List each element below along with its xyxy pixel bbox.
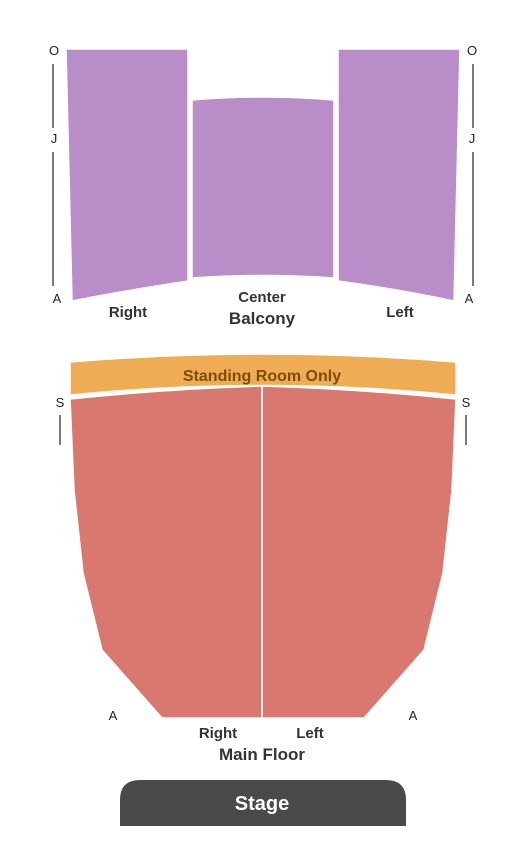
main-floor-right-label: Right xyxy=(199,725,237,742)
seating-chart: Right Center Left Balcony O J A O J A St… xyxy=(0,0,525,850)
balcony-section-left[interactable] xyxy=(338,49,460,301)
main-floor-section-left[interactable] xyxy=(262,386,456,718)
balcony-level-label: Balcony xyxy=(229,309,296,328)
main-floor-section-right[interactable] xyxy=(70,386,262,718)
balcony-row-j-right: J xyxy=(469,131,476,146)
balcony-section-right[interactable] xyxy=(66,49,188,301)
main-floor-level: Right Left Main Floor S S A A xyxy=(56,386,471,764)
main-floor-row-s-left: S xyxy=(56,395,65,410)
main-floor-row-a-left: A xyxy=(109,708,118,723)
stage-label: Stage xyxy=(235,793,289,815)
balcony-row-a-right: A xyxy=(465,291,474,306)
balcony-row-o-left: O xyxy=(49,43,59,58)
main-floor-row-a-right: A xyxy=(409,708,418,723)
balcony-level: Right Center Left Balcony O J A O J A xyxy=(49,43,477,328)
stage: Stage xyxy=(120,780,406,826)
balcony-row-j-left: J xyxy=(51,131,58,146)
balcony-center-label: Center xyxy=(238,289,286,306)
balcony-section-center[interactable] xyxy=(192,97,334,278)
balcony-right-label: Right xyxy=(109,304,147,321)
balcony-row-a-left: A xyxy=(53,291,62,306)
balcony-row-o-right: O xyxy=(467,43,477,58)
main-floor-level-label: Main Floor xyxy=(219,745,305,764)
sro-label: Standing Room Only xyxy=(183,368,341,385)
balcony-left-label: Left xyxy=(386,304,414,321)
main-floor-left-label: Left xyxy=(296,725,324,742)
main-floor-row-s-right: S xyxy=(462,395,471,410)
